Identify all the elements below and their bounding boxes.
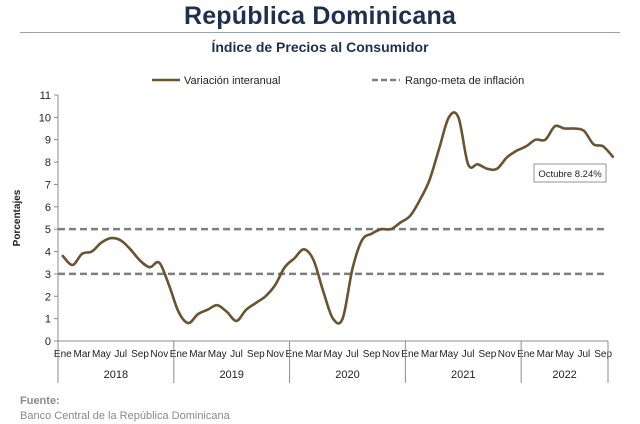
y-tick-label: 4 bbox=[45, 247, 51, 259]
page-title: República Dominicana bbox=[183, 2, 457, 30]
chart-subtitle: Índice de Precios al Consumidor bbox=[211, 39, 429, 55]
x-tick-label: Sep bbox=[478, 349, 496, 360]
x-tick-label: Sep bbox=[131, 349, 149, 360]
x-tick-label: Sep bbox=[594, 349, 612, 360]
x-tick-label: Jul bbox=[346, 349, 359, 360]
annotation-box bbox=[533, 163, 607, 183]
title-divider bbox=[20, 32, 620, 33]
x-tick-label: May bbox=[555, 349, 574, 360]
source-note: Fuente: Banco Central de la República Do… bbox=[20, 394, 230, 424]
y-tick-label: 6 bbox=[45, 202, 51, 214]
x-tick-label: May bbox=[324, 349, 343, 360]
legend-label-series: Variación interanual bbox=[184, 75, 280, 87]
x-tick-label: May bbox=[92, 349, 111, 360]
x-tick-label: Mar bbox=[421, 349, 439, 360]
x-tick-label: Ene bbox=[54, 349, 72, 360]
x-tick-label: Jul bbox=[114, 349, 127, 360]
x-tick-label: Jul bbox=[577, 349, 590, 360]
source-label: Fuente: bbox=[20, 395, 60, 407]
x-tick-label: Mar bbox=[189, 349, 207, 360]
x-tick-label: May bbox=[439, 349, 458, 360]
y-tick-label: 9 bbox=[45, 135, 51, 147]
series-line-variacion-interanual bbox=[61, 111, 615, 325]
x-tick-label: Sep bbox=[363, 349, 381, 360]
x-tick-label: Mar bbox=[74, 349, 92, 360]
x-tick-label: Nov bbox=[150, 349, 168, 360]
annotation-label: Octubre 8.24% bbox=[538, 169, 602, 180]
source-text: Banco Central de la República Dominicana bbox=[20, 410, 230, 422]
legend-label-target: Rango-meta de inflación bbox=[405, 75, 524, 87]
year-label: 2022 bbox=[552, 369, 576, 381]
x-tick-label: Ene bbox=[517, 349, 535, 360]
x-tick-label: Nov bbox=[498, 349, 516, 360]
y-tick-label: 0 bbox=[45, 336, 51, 348]
x-tick-label: Jul bbox=[462, 349, 475, 360]
y-tick-label: 10 bbox=[39, 112, 51, 124]
year-label: 2019 bbox=[219, 369, 243, 381]
y-tick-label: 5 bbox=[45, 224, 51, 236]
x-tick-label: Ene bbox=[401, 349, 419, 360]
x-tick-label: May bbox=[208, 349, 227, 360]
y-tick-label: 3 bbox=[45, 269, 51, 281]
year-label: 2018 bbox=[104, 369, 128, 381]
y-tick-label: 8 bbox=[45, 157, 51, 169]
y-tick-label: 2 bbox=[45, 291, 51, 303]
y-tick-label: 7 bbox=[45, 179, 51, 191]
x-tick-label: Mar bbox=[537, 349, 555, 360]
x-tick-label: Nov bbox=[266, 349, 284, 360]
year-label: 2021 bbox=[451, 369, 475, 381]
x-tick-label: Nov bbox=[382, 349, 400, 360]
x-tick-label: Ene bbox=[286, 349, 304, 360]
x-tick-label: Ene bbox=[170, 349, 188, 360]
x-tick-label: Sep bbox=[247, 349, 265, 360]
y-tick-label: 1 bbox=[45, 314, 51, 326]
x-tick-label: Jul bbox=[230, 349, 243, 360]
year-label: 2020 bbox=[335, 369, 359, 381]
x-tick-label: Mar bbox=[305, 349, 323, 360]
y-axis-label: Porcentajes bbox=[12, 189, 23, 246]
y-tick-label: 11 bbox=[40, 90, 51, 102]
